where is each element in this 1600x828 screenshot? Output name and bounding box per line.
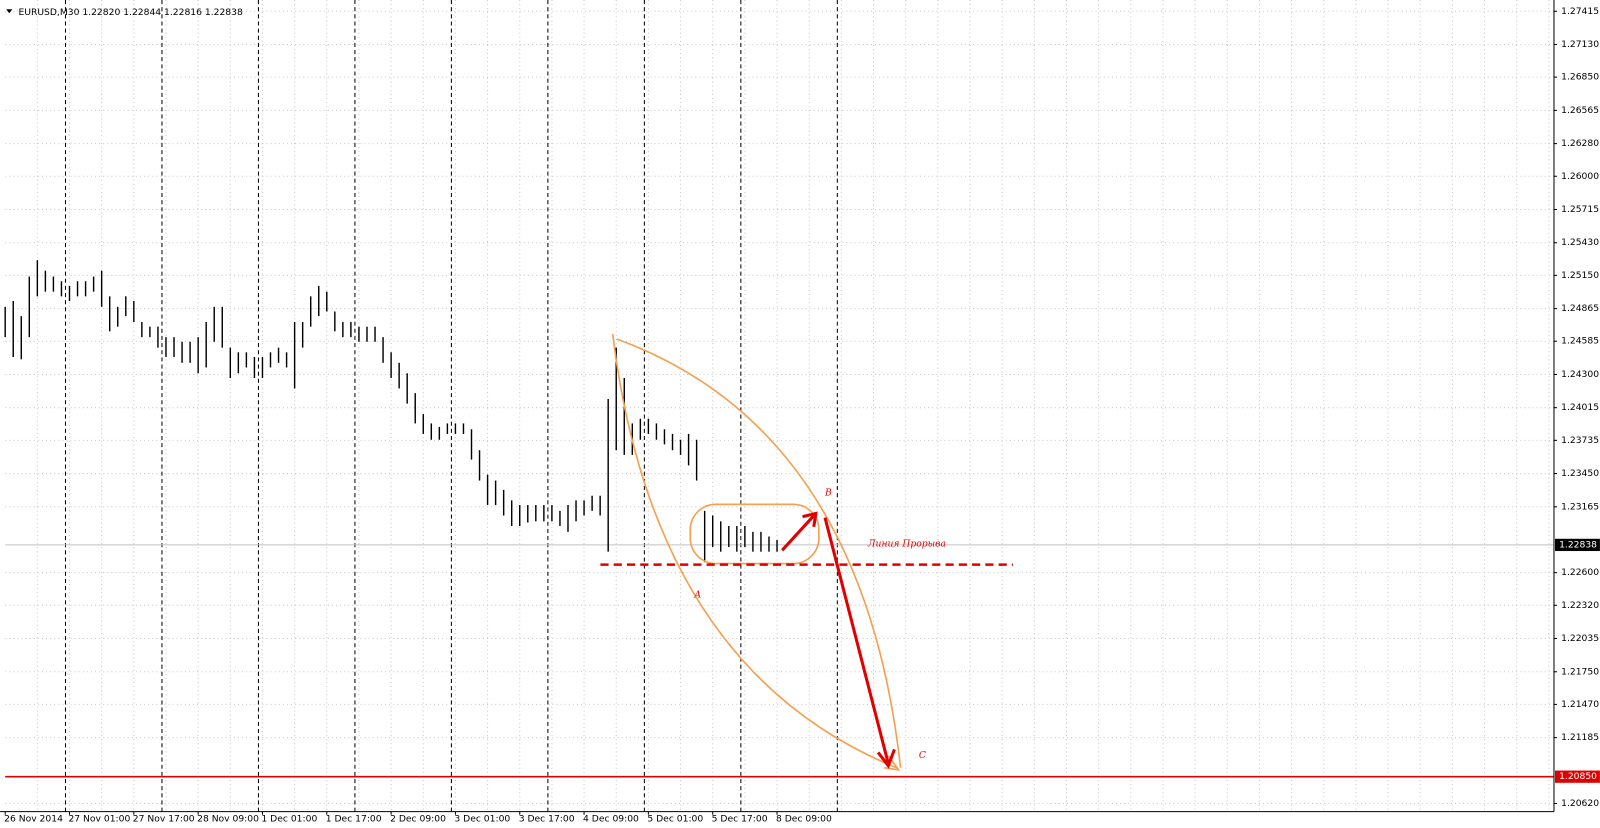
x-tick-label: 4 Dec 09:00 [583,813,639,824]
arrow-head [802,511,818,528]
y-tick-label: 1.24300 [1561,369,1599,380]
y-tick-label: 1.26850 [1561,72,1599,83]
x-tick-label: 2 Dec 09:00 [390,813,446,824]
x-tick-label: 27 Nov 01:00 [68,813,130,824]
annotation: A [693,590,701,601]
arrow [823,517,890,765]
y-tick-label: 1.22320 [1561,600,1599,611]
x-tick-label: 5 Dec 17:00 [712,813,768,824]
y-tick-label: 1.23165 [1561,501,1599,512]
x-tick-label: 3 Dec 01:00 [454,813,510,824]
x-tick-label: 8 Dec 09:00 [776,813,832,824]
y-tick-label: 1.25150 [1561,270,1599,281]
x-tick-label: 28 Nov 09:00 [197,813,259,824]
y-tick-label: 1.21185 [1561,732,1599,743]
x-tick-label: 26 Nov 2014 [4,813,63,824]
y-tick-label: 1.25715 [1561,204,1599,215]
annotation: B [824,488,832,499]
y-tick-label: 1.26000 [1561,171,1599,182]
y-tick-label: 1.22035 [1561,633,1599,644]
x-tick-label: 1 Dec 17:00 [326,813,382,824]
y-tick-label: 1.23735 [1561,435,1599,446]
annotation: C [919,750,926,761]
y-tick-label: 1.27130 [1561,39,1599,50]
price-label: 1.22838 [1559,539,1597,550]
annotation: Линия Прорыва [867,539,946,550]
title-arrow [6,9,13,14]
level-box [1555,770,1600,783]
y-tick-label: 1.24015 [1561,402,1599,413]
price-box [1555,538,1600,552]
arrow [781,513,816,552]
arc [611,333,897,769]
y-tick-label: 1.26280 [1561,138,1599,149]
y-tick-label: 1.21470 [1561,699,1599,710]
y-tick-label: 1.23450 [1561,468,1599,479]
x-tick-label: 3 Dec 17:00 [519,813,575,824]
arc [616,338,902,768]
x-tick-label: 1 Dec 01:00 [261,813,317,824]
level-label: 1.20850 [1559,771,1597,782]
plot [4,260,1554,778]
y-tick-label: 1.20620 [1561,798,1599,809]
y-tick-label: 1.27415 [1561,6,1599,17]
y-tick-label: 1.24585 [1561,336,1599,347]
y-tick-label: 1.25430 [1561,237,1599,248]
x-tick-label: 5 Dec 01:00 [647,813,703,824]
y-tick-label: 1.24865 [1561,303,1599,314]
y-tick-label: 1.21750 [1561,666,1599,677]
grid [5,0,1554,812]
y-tick-label: 1.26565 [1561,105,1599,116]
x-tick-label: 27 Nov 17:00 [133,813,195,824]
arrow-head [876,748,896,769]
y-tick-label: 1.22600 [1561,567,1599,578]
chart-title: EURUSD,M30 1.22820 1.22844 1.22816 1.228… [18,7,243,18]
